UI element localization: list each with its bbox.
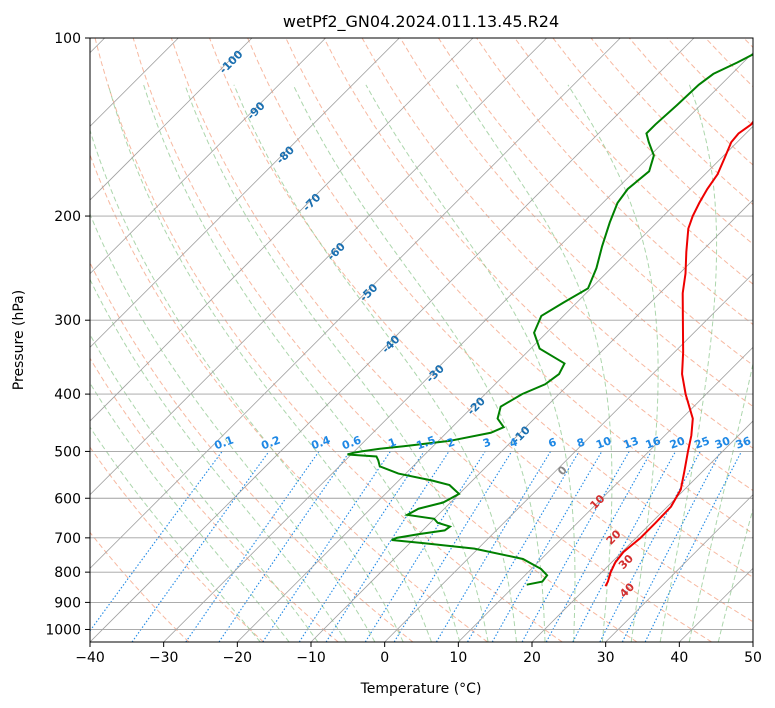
y-tick-label: 100 xyxy=(54,31,81,47)
x-tick-label: −20 xyxy=(223,650,253,666)
x-tick-label: 50 xyxy=(744,650,762,666)
y-tick-label: 200 xyxy=(54,209,81,225)
y-tick-label: 500 xyxy=(54,444,81,460)
y-tick-label: 600 xyxy=(54,491,81,507)
x-tick-label: 10 xyxy=(449,650,467,666)
y-tick-label: 400 xyxy=(54,387,81,403)
chart-title: wetPf2_GN04.2024.011.13.45.R24 xyxy=(283,12,559,32)
x-tick-label: 30 xyxy=(597,650,615,666)
y-axis-label: Pressure (hPa) xyxy=(11,290,27,390)
y-tick-label: 800 xyxy=(54,565,81,581)
x-tick-label: −30 xyxy=(149,650,179,666)
y-tick-label: 300 xyxy=(54,313,81,329)
y-tick-label: 900 xyxy=(54,595,81,611)
y-tick-label: 700 xyxy=(54,531,81,547)
x-tick-label: 20 xyxy=(523,650,541,666)
x-axis-label: Temperature (°C) xyxy=(360,681,482,697)
x-tick-label: −10 xyxy=(296,650,326,666)
x-tick-label: 0 xyxy=(380,650,389,666)
x-tick-label: 40 xyxy=(670,650,688,666)
y-tick-label: 1000 xyxy=(45,622,81,638)
x-tick-label: −40 xyxy=(75,650,105,666)
